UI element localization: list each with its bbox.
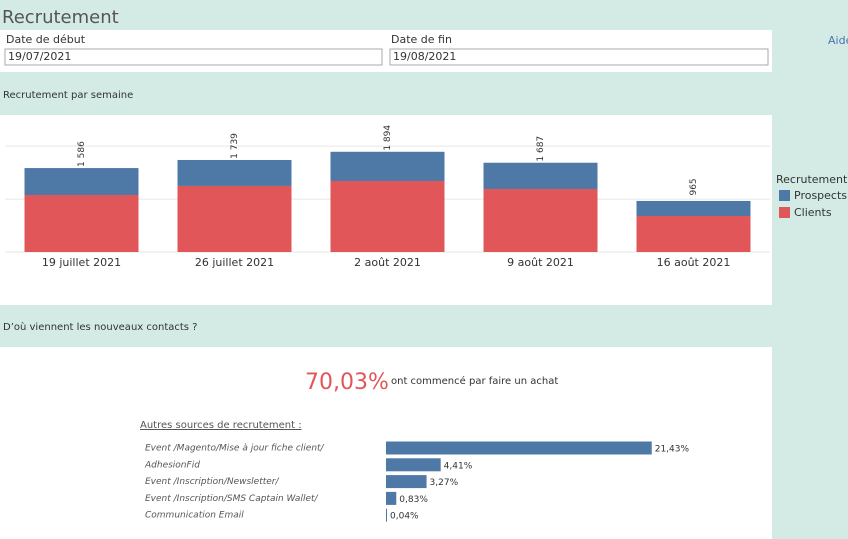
category-label: Communication Email (145, 511, 244, 521)
bar-segment (636, 216, 751, 252)
x-tick-label: 2 août 2021 (354, 256, 421, 269)
bar-segment (330, 151, 445, 181)
filter-label: Date de fin (391, 33, 452, 46)
total-label: 1 687 (536, 136, 546, 162)
chart-title: Autres sources de recrutement : (140, 420, 302, 431)
legend-label: Clients (794, 206, 832, 219)
total-label: 1 739 (230, 133, 240, 159)
legend-swatch (779, 190, 790, 201)
bar (386, 491, 397, 505)
x-tick-label: 26 juillet 2021 (195, 256, 274, 269)
total-label: 1 586 (77, 141, 87, 167)
category-label: Event /Inscription/SMS Captain Wallet/ (145, 494, 319, 504)
bar-segment (24, 168, 139, 196)
x-tick-label: 19 juillet 2021 (42, 256, 121, 269)
bar (386, 508, 387, 522)
date-value: 19/08/2021 (393, 50, 456, 63)
value-label: 21,43% (655, 445, 690, 455)
total-label: 1 894 (383, 125, 393, 151)
bar-segment (24, 195, 139, 252)
date-input[interactable] (389, 48, 769, 66)
bar-segment (330, 180, 445, 252)
x-tick-label: 16 août 2021 (657, 256, 731, 269)
kpi-value: 70,03% (305, 370, 389, 395)
legend-title: Recrutement : (776, 173, 848, 186)
date-input[interactable] (4, 48, 383, 66)
kpi-text: ont commencé par faire un achat (391, 375, 558, 387)
bar-segment (177, 185, 292, 252)
legend-swatch (779, 207, 790, 218)
legend-label: Prospects (794, 189, 847, 202)
x-tick-label: 9 août 2021 (507, 256, 574, 269)
value-label: 4,41% (444, 461, 473, 471)
bar-segment (177, 159, 292, 186)
date-value: 19/07/2021 (8, 50, 71, 63)
category-label: Event /Magento/Mise à jour fiche client/ (145, 444, 325, 454)
filter-label: Date de début (6, 33, 86, 46)
bar-segment (483, 188, 598, 252)
section-title: Recrutement par semaine (3, 90, 133, 101)
help-link[interactable]: Aide (828, 34, 848, 47)
section-title: D’où viennent les nouveaux contacts ? (3, 321, 198, 333)
bar (386, 441, 652, 455)
bar (386, 458, 441, 472)
category-label: AdhesionFid (144, 460, 200, 470)
bar-segment (483, 162, 598, 189)
value-label: 0,04% (390, 512, 419, 522)
page-title: Recrutement (2, 7, 119, 28)
bar-segment (636, 200, 751, 217)
category-label: Event /Inscription/Newsletter/ (145, 477, 280, 487)
total-label: 965 (689, 178, 699, 195)
value-label: 3,27% (430, 478, 459, 488)
bar (386, 475, 427, 489)
value-label: 0,83% (399, 495, 428, 505)
